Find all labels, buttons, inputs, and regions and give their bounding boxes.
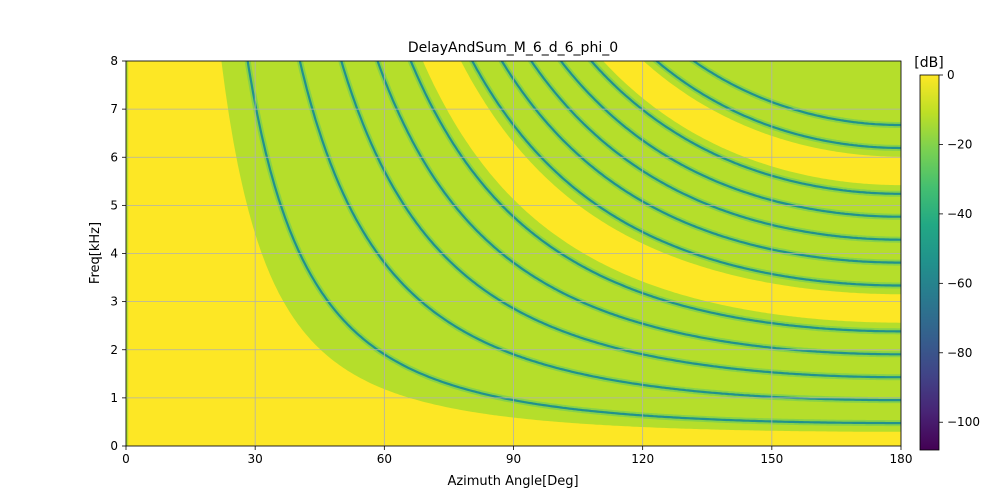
mainlobe-region <box>128 61 901 446</box>
y-tick-label: 7 <box>110 102 118 116</box>
colorbar-tick-label: −80 <box>947 346 972 360</box>
null-curve <box>340 61 901 379</box>
y-tick-label: 1 <box>110 391 118 405</box>
x-tick-label: 0 <box>122 452 130 466</box>
colorbar-ticks: 0 −20 −40 −60 −80 −100 <box>939 68 980 429</box>
colorbar: [dB] 0 −20 −40 −60 −80 −100 <box>914 55 980 451</box>
grating-lobe-region-2 <box>603 61 901 186</box>
x-axis-label: Azimuth Angle[Deg] <box>447 474 578 489</box>
colorbar-label: [dB] <box>914 55 943 71</box>
null-curve <box>559 61 901 218</box>
y-tick-label: 6 <box>110 150 118 164</box>
y-tick-label: 0 <box>110 439 118 453</box>
y-tick-label: 3 <box>110 295 118 309</box>
null-curve <box>500 61 901 264</box>
x-tick-label: 180 <box>890 452 913 466</box>
y-tick-label: 2 <box>110 343 118 357</box>
colorbar-tick-label: −60 <box>947 276 972 290</box>
x-tick-label: 90 <box>506 452 521 466</box>
x-tick-label: 30 <box>248 452 263 466</box>
y-axis-label: Freq[kHz] <box>88 222 103 284</box>
null-curve <box>529 61 901 241</box>
chart-title: DelayAndSum_M_6_d_6_phi_0 <box>408 40 618 56</box>
null-curves <box>244 61 901 427</box>
null-curve <box>376 61 901 356</box>
colorbar-frame <box>919 74 940 451</box>
null-curve <box>589 61 901 195</box>
mainlobe-regions <box>128 61 901 446</box>
null-curve <box>654 61 901 150</box>
colorbar-tick-label: 0 <box>947 68 955 82</box>
x-axis-ticks: 0 30 60 90 120 150 180 <box>122 446 912 466</box>
grating-lobe-region <box>422 61 901 323</box>
colorbar-tick-label: −20 <box>947 137 972 151</box>
y-tick-label: 4 <box>110 247 118 261</box>
colorbar-tick-label: −40 <box>947 207 972 221</box>
y-axis-ticks: 0 1 2 3 4 5 6 7 8 <box>110 54 126 453</box>
null-curve <box>246 61 901 425</box>
null-curve <box>471 61 901 287</box>
x-tick-label: 120 <box>631 452 654 466</box>
y-tick-label: 5 <box>110 198 118 212</box>
null-curve <box>691 61 901 127</box>
null-curve <box>409 61 901 333</box>
x-tick-label: 60 <box>377 452 392 466</box>
colorbar-tick-label: −100 <box>947 415 980 429</box>
colorbar-gradient <box>920 75 939 450</box>
x-tick-label: 150 <box>760 452 783 466</box>
y-tick-label: 8 <box>110 54 118 68</box>
